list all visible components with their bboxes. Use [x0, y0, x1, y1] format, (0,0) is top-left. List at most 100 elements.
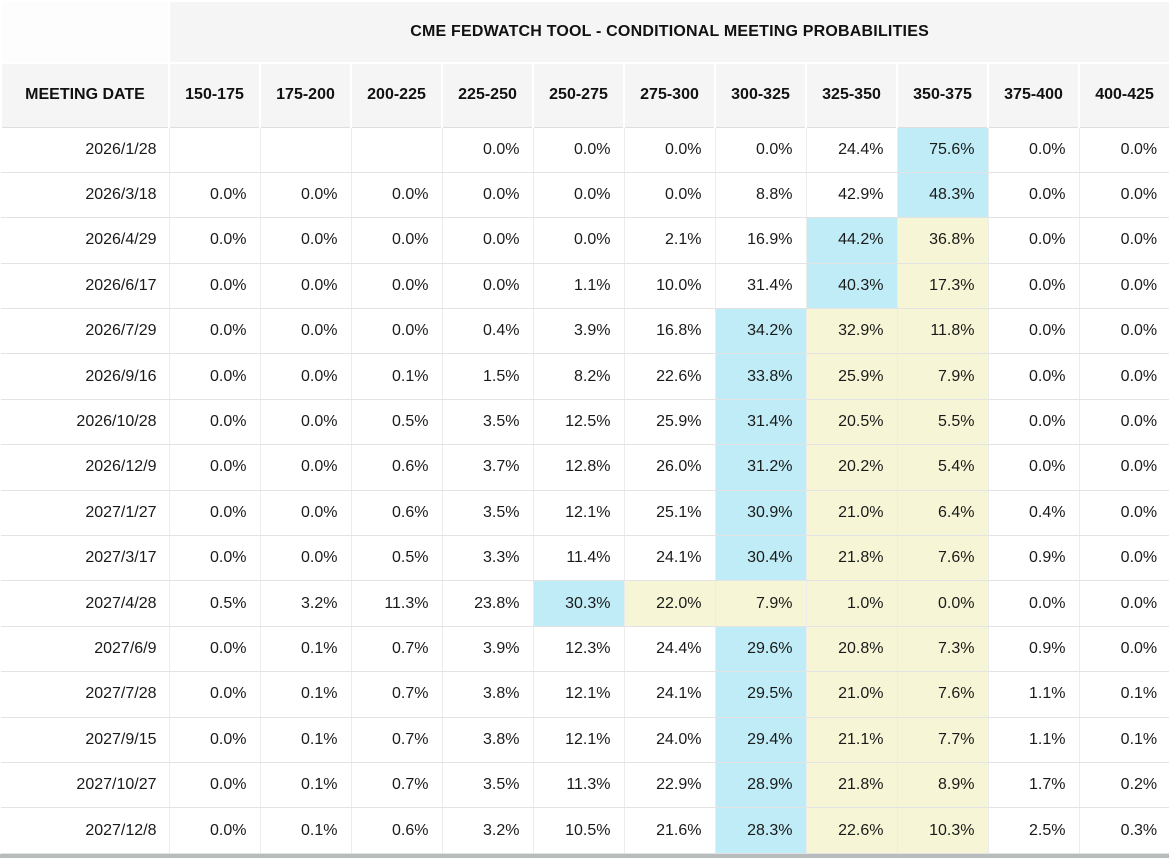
probability-cell: 31.2%	[714, 444, 807, 491]
probability-cell: 8.8%	[714, 171, 807, 219]
table-row: 2027/10/27 0.0% 0.1% 0.7% 3.5% 11.3% 22.9% 28.9…	[1, 761, 1169, 809]
probability-cell: 29.6%	[714, 625, 807, 673]
probability-cell: 0.0%	[168, 398, 261, 446]
probability-cell: 1.7%	[987, 761, 1080, 809]
probability-cell: 30.4%	[714, 535, 807, 582]
probability-cell: 31.4%	[714, 262, 807, 310]
column-header-row: MEETING DATE 150-175 175-200 200-225 225-25…	[0, 62, 1169, 128]
probability-cell: 0.1%	[259, 671, 352, 718]
probability-cell: 29.4%	[714, 716, 807, 763]
probability-cell: 0.0%	[168, 761, 261, 809]
probability-cell: 0.0%	[1078, 444, 1169, 491]
probability-cell: 22.9%	[623, 761, 716, 809]
probability-cell: 17.3%	[896, 262, 989, 310]
meeting-date-cell: 2026/3/18	[1, 171, 170, 219]
probability-cell: 34.2%	[714, 308, 807, 355]
probability-cell: 29.5%	[714, 671, 807, 718]
probability-cell: 0.0%	[1078, 171, 1169, 219]
meeting-date-cell: 2026/10/28	[1, 398, 170, 446]
probability-cell: 0.0%	[259, 353, 352, 400]
probability-cell: 0.0%	[987, 171, 1080, 219]
table-row: 2026/4/29 0.0% 0.0% 0.0% 0.0% 0.0% 2.1% 16.9% 44…	[1, 217, 1169, 264]
corner-cell	[0, 0, 170, 64]
meeting-date-cell: 2027/10/27	[1, 761, 170, 809]
probability-cell: 11.3%	[350, 580, 443, 627]
probability-cell: 31.4%	[714, 398, 807, 446]
probability-cell: 0.0%	[441, 262, 534, 310]
probability-cell: 44.2%	[805, 217, 898, 264]
probability-cell: 28.3%	[714, 807, 807, 854]
probability-cell: 12.3%	[532, 625, 625, 673]
probability-cell: 0.0%	[1078, 580, 1169, 627]
rate-range-header: 400-425	[1077, 62, 1169, 128]
probability-cell: 0.3%	[1078, 807, 1169, 854]
probability-cell: 0.0%	[1078, 625, 1169, 673]
table-row: 2027/7/28 0.0% 0.1% 0.7% 3.8% 12.1% 24.1% 29.5%…	[1, 671, 1169, 718]
probability-cell: 0.0%	[259, 217, 352, 264]
probability-cell: 20.8%	[805, 625, 898, 673]
probability-cell: 10.5%	[532, 807, 625, 854]
probability-cell: 3.8%	[441, 671, 534, 718]
probability-cell: 16.9%	[714, 217, 807, 264]
probability-cell: 0.9%	[987, 625, 1080, 673]
probability-cell: 1.0%	[805, 580, 898, 627]
probability-cell: 21.0%	[805, 671, 898, 718]
probability-cell: 22.6%	[805, 807, 898, 854]
probability-cell	[259, 126, 352, 173]
probability-cell: 28.9%	[714, 761, 807, 809]
probability-cell: 0.0%	[168, 262, 261, 310]
meeting-date-cell: 2027/3/17	[1, 535, 170, 582]
rate-range-header: 175-200	[259, 62, 352, 128]
probability-cell: 0.0%	[259, 535, 352, 582]
probability-cell: 0.0%	[441, 126, 534, 173]
probability-cell: 23.8%	[441, 580, 534, 627]
rate-range-header: 375-400	[987, 62, 1080, 128]
probability-cell: 0.0%	[168, 671, 261, 718]
table-row: 2026/10/28 0.0% 0.0% 0.5% 3.5% 12.5% 25.9% 31.4…	[1, 398, 1169, 446]
probability-cell: 0.0%	[259, 308, 352, 355]
table-row: 2026/9/16 0.0% 0.0% 0.1% 1.5% 8.2% 22.6% 33.8% 2…	[1, 353, 1169, 400]
probability-cell: 0.0%	[259, 489, 352, 537]
probability-cell: 0.2%	[1078, 761, 1169, 809]
probability-cell: 3.2%	[441, 807, 534, 854]
probability-cell: 3.5%	[441, 398, 534, 446]
meeting-date-cell: 2027/9/15	[1, 716, 170, 763]
probability-cell: 25.9%	[805, 353, 898, 400]
probability-cell: 0.7%	[350, 716, 443, 763]
table-row: 2026/1/28 0.0% 0.0% 0.0% 0.0% 24.4% 75.6% 0.0% 0…	[1, 126, 1169, 173]
probability-cell: 0.0%	[1078, 489, 1169, 537]
probability-cell: 30.9%	[714, 489, 807, 537]
probability-cell: 12.1%	[532, 716, 625, 763]
probability-cell: 0.7%	[350, 671, 443, 718]
probability-cell: 0.0%	[350, 262, 443, 310]
probability-cell: 0.1%	[259, 716, 352, 763]
probability-cell: 21.6%	[623, 807, 716, 854]
table-row: 2027/12/8 0.0% 0.1% 0.6% 3.2% 10.5% 21.6% 28.3%…	[1, 807, 1169, 854]
probability-cell: 12.5%	[532, 398, 625, 446]
probability-cell: 6.4%	[896, 489, 989, 537]
probability-cell: 0.0%	[623, 171, 716, 219]
probability-cell: 0.1%	[350, 353, 443, 400]
probability-cell: 7.6%	[896, 671, 989, 718]
probability-cell: 0.0%	[350, 308, 443, 355]
probability-cell: 21.0%	[805, 489, 898, 537]
probability-cell: 3.7%	[441, 444, 534, 491]
probability-cell: 0.0%	[168, 535, 261, 582]
probability-cell: 12.8%	[532, 444, 625, 491]
probability-cell: 33.8%	[714, 353, 807, 400]
probability-cell: 7.7%	[896, 716, 989, 763]
probability-cell: 0.0%	[987, 580, 1080, 627]
probability-cell: 0.0%	[168, 171, 261, 219]
probability-cell: 12.1%	[532, 489, 625, 537]
probability-cell: 7.9%	[896, 353, 989, 400]
probability-cell: 22.6%	[623, 353, 716, 400]
probability-cell: 0.7%	[350, 625, 443, 673]
probability-cell: 40.3%	[805, 262, 898, 310]
probability-cell: 20.2%	[805, 444, 898, 491]
table-title: CME FEDWATCH TOOL - CONDITIONAL MEETING …	[167, 0, 1169, 64]
probability-cell: 0.0%	[714, 126, 807, 173]
probability-cell: 1.1%	[532, 262, 625, 310]
probability-cell: 0.0%	[987, 308, 1080, 355]
